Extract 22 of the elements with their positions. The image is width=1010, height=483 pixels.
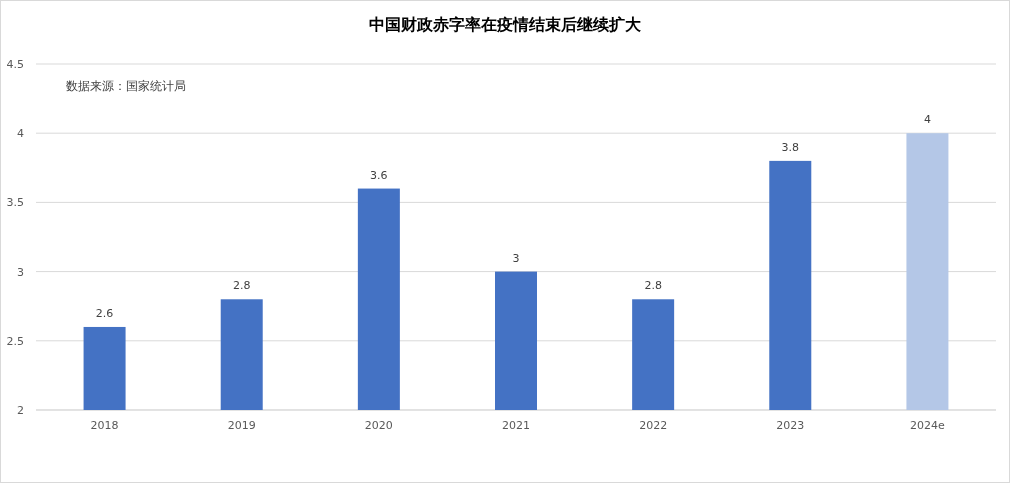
x-tick-label: 2019 xyxy=(227,419,256,432)
x-tick-label: 2020 xyxy=(364,419,393,432)
y-tick-label: 2.5 xyxy=(6,334,24,348)
x-tick-label: 2023 xyxy=(776,419,805,432)
y-tick-label: 3.5 xyxy=(6,196,24,210)
y-tick-label: 2 xyxy=(17,404,24,417)
data-label: 4 xyxy=(923,113,931,127)
data-label: 3.6 xyxy=(370,168,388,182)
data-label: 3.8 xyxy=(781,140,800,154)
x-tick-label: 2022 xyxy=(639,419,668,432)
data-label: 2.8 xyxy=(232,279,251,293)
data-label: 2.8 xyxy=(644,279,662,293)
x-tick-label: 2021 xyxy=(502,419,530,432)
y-tick-label: 3 xyxy=(17,265,24,279)
x-tick-label: 2018 xyxy=(90,419,119,432)
data-label: 3 xyxy=(512,251,520,265)
annotation: 数据来源：国家统计局 xyxy=(66,79,186,93)
x-tick-label: 2024e xyxy=(910,419,946,432)
data-label: 2.6 xyxy=(95,306,114,320)
y-tick-label: 4 xyxy=(17,127,24,141)
y-tick-label: 4.5 xyxy=(6,58,24,71)
chart-title: 中国财政赤字率在疫情结束后继续扩大 xyxy=(369,15,642,34)
